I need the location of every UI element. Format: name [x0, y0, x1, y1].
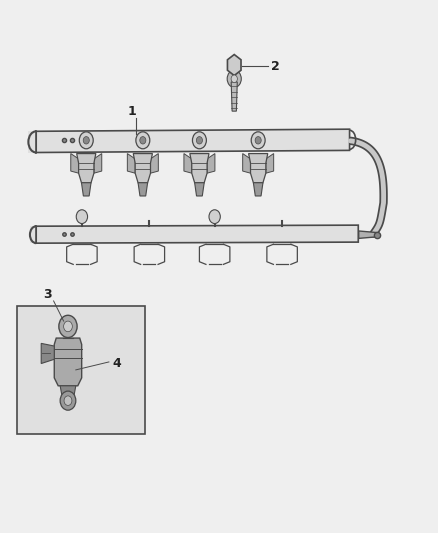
Polygon shape [253, 183, 263, 196]
Text: 2: 2 [271, 60, 280, 74]
Circle shape [64, 321, 72, 332]
Circle shape [60, 391, 76, 410]
Polygon shape [359, 231, 377, 238]
Polygon shape [77, 154, 96, 183]
Circle shape [196, 136, 202, 144]
Polygon shape [133, 154, 152, 183]
Circle shape [76, 210, 88, 223]
Polygon shape [54, 338, 82, 386]
Circle shape [231, 75, 237, 83]
Polygon shape [227, 54, 241, 76]
Polygon shape [28, 131, 36, 152]
Circle shape [79, 132, 93, 149]
Text: 3: 3 [43, 288, 51, 301]
Polygon shape [41, 343, 54, 364]
Polygon shape [190, 154, 209, 183]
Polygon shape [36, 129, 350, 152]
Polygon shape [194, 183, 204, 196]
Circle shape [227, 70, 241, 87]
Circle shape [251, 132, 265, 149]
Text: 1: 1 [127, 106, 136, 118]
Circle shape [83, 136, 89, 144]
Polygon shape [60, 386, 76, 397]
Polygon shape [243, 154, 251, 173]
Circle shape [255, 136, 261, 144]
Polygon shape [30, 226, 36, 243]
Circle shape [59, 316, 77, 337]
Polygon shape [36, 225, 358, 243]
Polygon shape [127, 154, 135, 173]
Polygon shape [207, 154, 215, 173]
Bar [17, 306, 145, 433]
Circle shape [209, 210, 220, 223]
Circle shape [140, 136, 146, 144]
Polygon shape [231, 82, 237, 111]
Text: 4: 4 [113, 357, 121, 370]
Polygon shape [151, 154, 158, 173]
Polygon shape [138, 183, 148, 196]
Polygon shape [249, 154, 268, 183]
Polygon shape [94, 154, 102, 173]
Circle shape [136, 132, 150, 149]
Polygon shape [71, 154, 78, 173]
Polygon shape [266, 154, 274, 173]
Polygon shape [81, 183, 91, 196]
Polygon shape [184, 154, 192, 173]
Circle shape [64, 396, 72, 406]
Circle shape [192, 132, 206, 149]
